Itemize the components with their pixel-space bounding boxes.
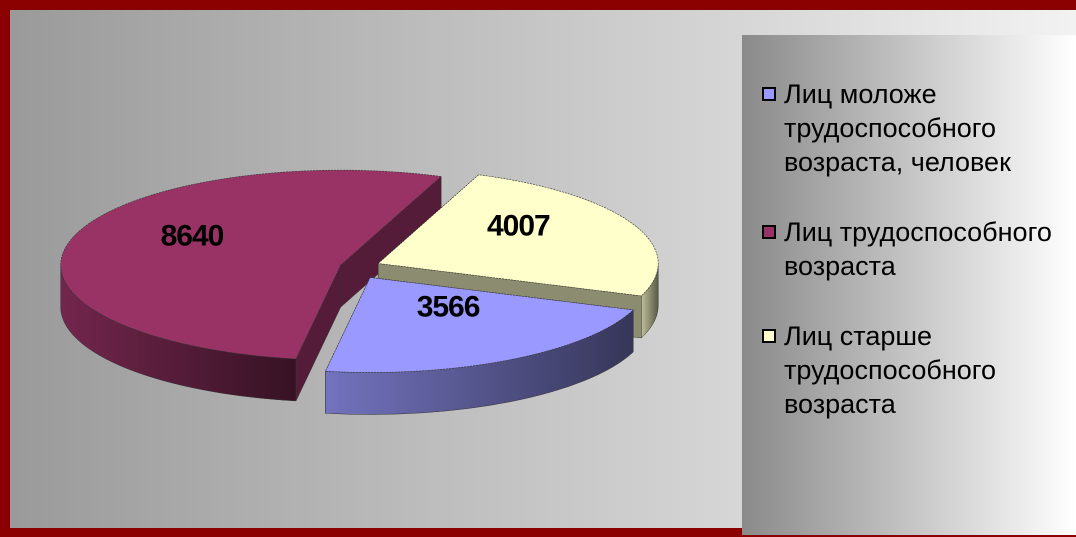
- pie-slice: [60, 169, 442, 360]
- legend-swatch: [762, 329, 776, 343]
- legend-entry: Лиц трудоспособного возраста: [762, 215, 1076, 283]
- legend-entry: Лиц старше трудоспособного возраста: [762, 319, 1076, 421]
- legend: Лиц моложе трудоспособного возраста, чел…: [742, 35, 1076, 535]
- pie-slice: [377, 174, 659, 297]
- legend-entry: Лиц моложе трудоспособного возраста, чел…: [762, 77, 1076, 179]
- legend-label: Лиц старше трудоспособного возраста: [784, 321, 997, 419]
- legend-swatch: [762, 87, 776, 101]
- pie-slice: [324, 277, 634, 373]
- data-label: 8640: [161, 219, 224, 252]
- legend-swatch: [762, 225, 776, 239]
- data-label: 3566: [417, 290, 480, 323]
- legend-label: Лиц моложе трудоспособного возраста, чел…: [784, 79, 1011, 177]
- data-label: 4007: [487, 210, 550, 243]
- legend-label: Лиц трудоспособного возраста: [784, 217, 1052, 281]
